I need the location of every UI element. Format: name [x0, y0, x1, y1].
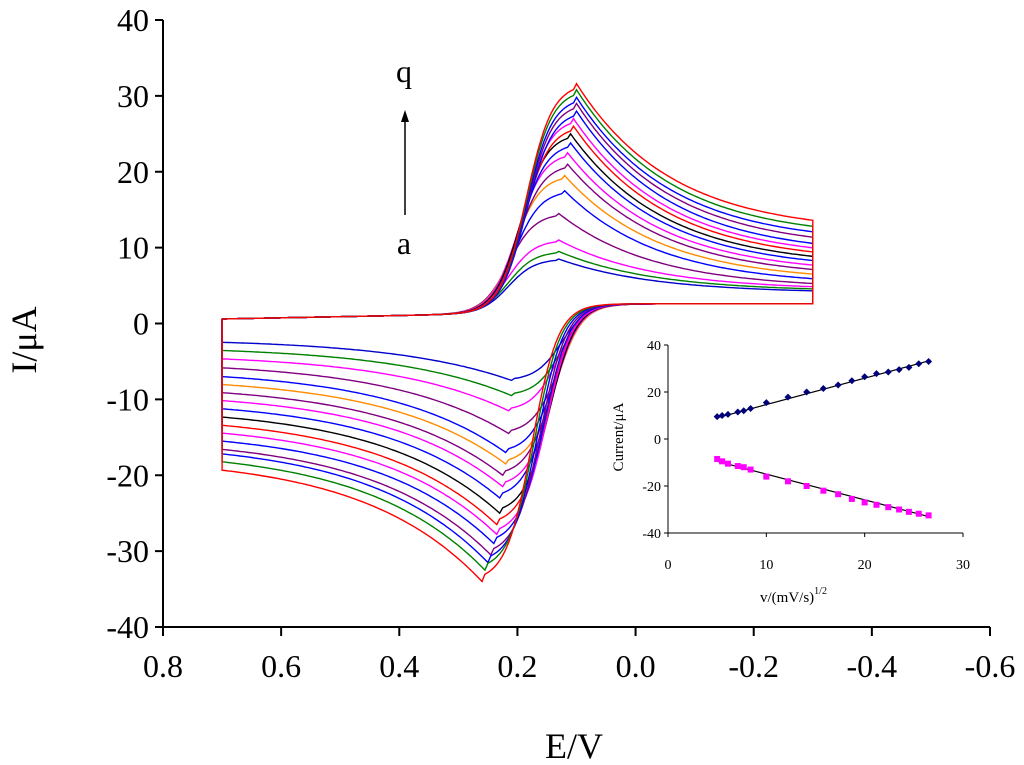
inset-point-cathodic	[848, 495, 855, 502]
annotation-arrow-head	[401, 110, 409, 122]
inset-point-cathodic	[803, 483, 810, 489]
main-x-tick-label: 0.6	[261, 648, 301, 684]
main-x-ticks: 0.8 0.6 0.4 0.2 0.0 -0.2 -0.4 -0.6	[143, 627, 1015, 684]
main-y-axis-label: I/μA	[4, 306, 44, 373]
inset-point-cathodic	[734, 463, 741, 470]
inset-point-anodic	[740, 407, 748, 415]
inset-y-tick-label: -40	[642, 527, 661, 542]
inset-point-cathodic	[714, 455, 721, 462]
inset-point-anodic	[834, 381, 842, 389]
inset-point-anodic	[905, 363, 913, 371]
inset-point-anodic	[895, 366, 903, 374]
inset-y-tick-label: -20	[642, 480, 661, 495]
inset-point-cathodic	[740, 464, 747, 471]
inset-x-axis-label-main: v/(mV/s)	[760, 590, 814, 606]
inset-point-anodic	[872, 370, 880, 378]
main-x-tick-label: 0.0	[616, 648, 656, 684]
cv-curves	[221, 82, 814, 583]
inset-x-tick-label: 10	[759, 558, 773, 573]
inset-point-cathodic	[747, 466, 754, 473]
inset-point-cathodic	[763, 473, 770, 480]
main-x-tick-label: -0.2	[728, 648, 779, 684]
main-x-tick-label: 0.2	[497, 648, 537, 684]
main-y-tick-label: 40	[117, 2, 149, 38]
inset-point-anodic	[724, 410, 732, 418]
inset-point-anodic	[747, 404, 755, 412]
inset-point-anodic	[734, 408, 742, 416]
inset-y-axis-label: Current/μA	[611, 402, 627, 471]
cv-curve-l	[221, 117, 814, 536]
inset-point-cathodic	[820, 487, 827, 494]
cv-curve-h	[221, 151, 814, 488]
main-y-tick-label: -30	[106, 533, 149, 569]
inset-x-tick-label: 30	[956, 558, 970, 573]
inset-series	[713, 357, 933, 519]
inset-point-cathodic	[861, 499, 868, 506]
inset-point-anodic	[848, 377, 856, 385]
inset-point-anodic	[718, 412, 726, 419]
main-x-tick-label: 0.4	[379, 648, 419, 684]
main-y-tick-label: -40	[106, 609, 149, 645]
inset-point-anodic	[803, 388, 811, 396]
inset-point-cathodic	[905, 508, 912, 515]
inset-point-anodic	[925, 357, 933, 365]
inset-point-anodic	[884, 368, 892, 376]
inset-x-tick-label: 0	[665, 558, 672, 573]
inset-y-ticks: 40 20 0 -20 -40	[642, 339, 668, 542]
main-y-tick-label: 10	[117, 230, 149, 266]
main-y-tick-label: 30	[117, 78, 149, 114]
inset-x-axis-label-superscript: 1/2	[814, 586, 827, 597]
main-y-tick-label: 0	[133, 306, 149, 342]
main-x-axis-label: E/V	[545, 726, 603, 765]
inset-point-anodic	[713, 413, 721, 421]
cv-curve-o	[221, 96, 814, 564]
inset-y-tick-label: 20	[647, 386, 661, 401]
main-y-ticks: 40 30 20 10 0 -10 -20 -30 -40	[106, 2, 163, 645]
inset-point-cathodic	[835, 491, 842, 498]
inset-x-ticks: 0 10 20 30	[665, 533, 970, 573]
cv-curve-b	[221, 250, 814, 397]
main-y-tick-label: 20	[117, 154, 149, 190]
cv-curve-m	[221, 109, 814, 545]
inset-point-anodic	[915, 360, 923, 368]
inset-point-cathodic	[784, 478, 791, 485]
cv-curve-n	[221, 102, 814, 557]
cv-curve-a	[221, 258, 814, 382]
inset-point-anodic	[861, 373, 869, 381]
inset-point-anodic	[762, 399, 770, 407]
inset-point-cathodic	[885, 504, 892, 511]
main-x-tick-label: 0.8	[143, 648, 183, 684]
inset-point-anodic	[784, 393, 792, 401]
inset-point-cathodic	[915, 510, 922, 517]
annotation-first-curve: a	[397, 225, 411, 261]
main-x-tick-label: -0.6	[965, 648, 1016, 684]
inset-plot: 40 20 0 -20 -40 0 10 20 30 Current/μA v/(mV/s)1…	[611, 339, 970, 606]
inset-y-tick-label: 40	[647, 339, 661, 354]
cv-curve-q	[221, 82, 814, 583]
main-y-tick-label: -20	[106, 457, 149, 493]
inset-point-cathodic	[719, 458, 726, 465]
inset-y-tick-label: 0	[654, 433, 661, 448]
inset-point-anodic	[819, 384, 827, 392]
inset-point-cathodic	[873, 501, 880, 508]
main-x-tick-label: -0.4	[847, 648, 898, 684]
inset-x-axis-label: v/(mV/s)1/2	[760, 586, 827, 606]
main-plot: 40 30 20 10 0 -10 -20 -30 -40 0.8 0.6 0.4 0.2 0.0 -0.…	[4, 2, 1015, 765]
inset-point-cathodic	[896, 506, 903, 513]
inset-point-cathodic	[724, 460, 731, 467]
inset-x-tick-label: 20	[858, 558, 872, 573]
main-y-tick-label: -10	[106, 381, 149, 417]
inset-point-cathodic	[925, 512, 932, 519]
annotation-last-curve: q	[396, 53, 412, 89]
